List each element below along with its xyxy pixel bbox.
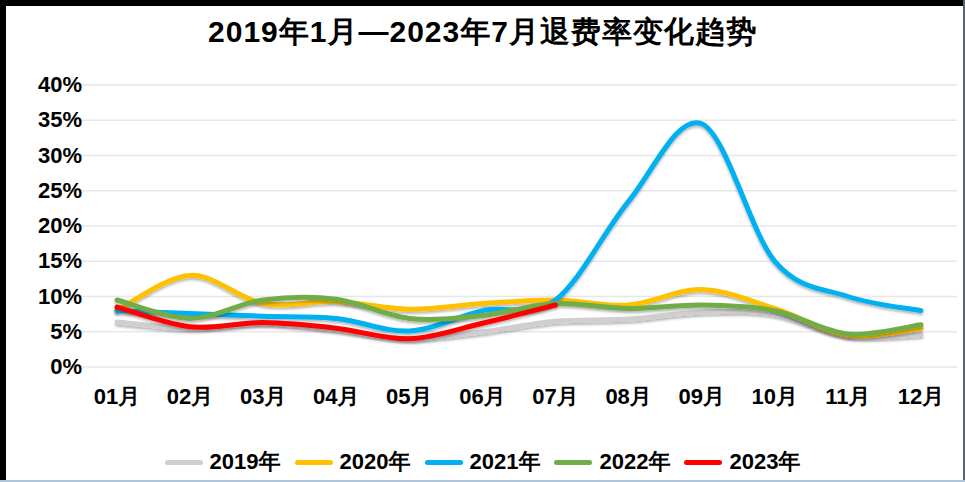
y-tick-label: 20%	[0, 213, 82, 239]
x-tick-label: 10月	[738, 382, 812, 412]
x-tick-label: 06月	[445, 382, 519, 412]
x-tick-label: 09月	[665, 382, 739, 412]
x-tick-label: 07月	[519, 382, 593, 412]
legend-swatch	[554, 460, 592, 465]
legend: 2019年 2020年 2021年 2022年 2023年	[0, 446, 965, 478]
legend-item-2022: 2022年	[554, 447, 670, 477]
x-tick-label: 11月	[811, 382, 885, 412]
chart-frame: 2019年1月—2023年7月退费率变化趋势 40%35%30%25%20%15…	[0, 0, 965, 482]
y-tick-label: 30%	[0, 143, 82, 169]
x-tick-label: 05月	[372, 382, 446, 412]
x-tick-label: 02月	[153, 382, 227, 412]
x-tick-label: 01月	[80, 382, 154, 412]
legend-label: 2022年	[599, 447, 670, 477]
frame-edge-top	[0, 0, 965, 6]
legend-label: 2019年	[210, 447, 281, 477]
x-tick-label: 04月	[299, 382, 373, 412]
legend-item-2019: 2019年	[165, 447, 281, 477]
legend-label: 2023年	[729, 447, 800, 477]
legend-item-2020: 2020年	[295, 447, 411, 477]
legend-label: 2020年	[340, 447, 411, 477]
y-tick-label: 5%	[0, 319, 82, 345]
legend-swatch	[425, 460, 463, 465]
legend-item-2021: 2021年	[425, 447, 541, 477]
y-tick-label: 15%	[0, 248, 82, 274]
y-tick-label: 25%	[0, 178, 82, 204]
y-tick-label: 40%	[0, 72, 82, 98]
x-tick-label: 08月	[592, 382, 666, 412]
legend-item-2023: 2023年	[684, 447, 800, 477]
legend-label: 2021年	[470, 447, 541, 477]
y-tick-label: 35%	[0, 107, 82, 133]
legend-swatch	[295, 460, 333, 465]
y-tick-label: 0%	[0, 354, 82, 380]
legend-swatch	[684, 460, 722, 465]
frame-edge-left	[0, 0, 6, 482]
y-tick-label: 10%	[0, 284, 82, 310]
x-tick-label: 12月	[884, 382, 958, 412]
legend-swatch	[165, 460, 203, 465]
x-tick-label: 03月	[226, 382, 300, 412]
